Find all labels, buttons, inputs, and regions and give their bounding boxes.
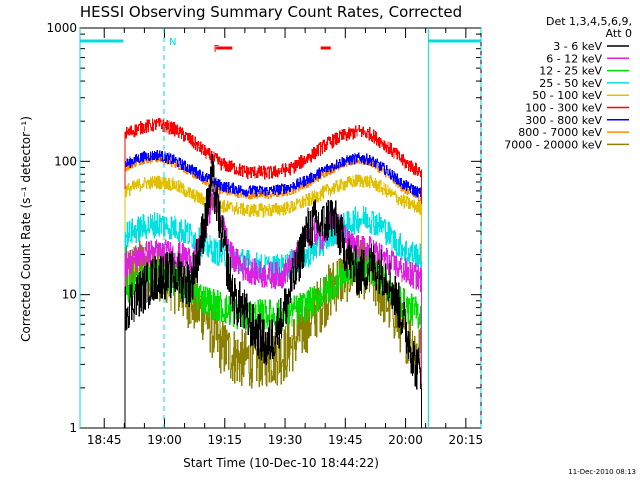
y-tick-label: 100 (54, 154, 77, 168)
legend-label: 800 - 7000 keV (518, 126, 602, 139)
y-tick-label: 1 (69, 421, 77, 435)
legend-header-attenuator: Att 0 (606, 27, 632, 40)
series-line (124, 150, 422, 428)
x-tick-label: 19:00 (147, 433, 182, 447)
flag-label: F (214, 44, 220, 55)
y-tick-label: 10 (62, 288, 77, 302)
legend-label: 100 - 300 keV (525, 102, 602, 115)
footer-timestamp: 11-Dec-2010 08:13 (568, 468, 636, 476)
chart-title: HESSI Observing Summary Count Rates, Cor… (80, 3, 462, 21)
legend-header-detectors: Det 1,3,4,5,6,9, (546, 15, 632, 28)
legend-label: 12 - 25 keV (539, 65, 602, 78)
legend-label: 300 - 800 keV (525, 114, 602, 127)
series-line (124, 154, 422, 428)
series-line (124, 117, 422, 428)
legend-label: 25 - 50 keV (539, 77, 602, 90)
y-tick-label: 1000 (46, 21, 77, 35)
x-tick-label: 19:30 (268, 433, 303, 447)
y-axis-label: Corrected Count Rate (s⁻¹ detector⁻¹) (19, 116, 33, 342)
legend-label: 6 - 12 keV (546, 52, 602, 65)
plot-area: 1 10 100 1000 18:45 19:00 19:15 19:30 19:45 20:00… (46, 21, 483, 447)
series-line (124, 174, 422, 428)
legend-label: 3 - 6 keV (553, 40, 602, 53)
x-tick-label: 19:15 (207, 433, 242, 447)
x-tick-label: 20:15 (449, 433, 484, 447)
x-tick-label: 19:45 (328, 433, 363, 447)
x-axis-label: Start Time (10-Dec-10 18:44:22) (183, 456, 379, 470)
x-tick-label: 18:45 (87, 433, 122, 447)
legend-label: 50 - 100 keV (532, 89, 602, 102)
flag-label: N (169, 37, 176, 48)
legend-label: 7000 - 20000 keV (504, 138, 602, 151)
x-tick-label: 20:00 (388, 433, 423, 447)
series-group (124, 117, 422, 428)
